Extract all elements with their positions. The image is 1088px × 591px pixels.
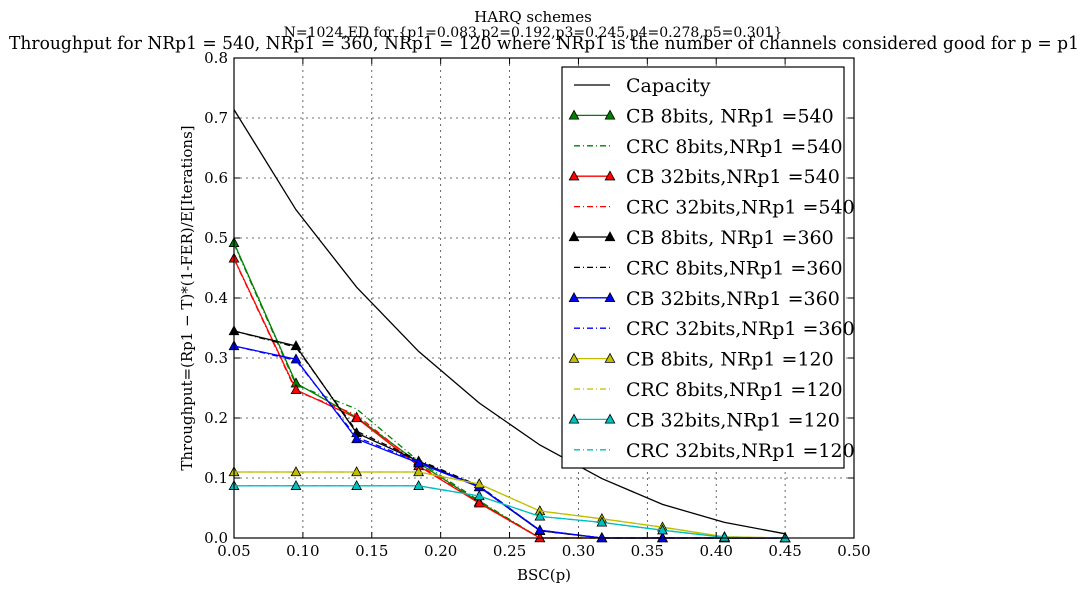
x-axis-label: BSC(p): [517, 566, 571, 584]
y-tick-label: 0.2: [204, 409, 228, 427]
series-2: [233, 243, 786, 539]
legend-marker: [604, 291, 616, 302]
legend-item: CRC 8bits,NRp1 =120: [574, 379, 843, 401]
legend-item: CRC 32bits,NRp1 =120: [574, 440, 855, 462]
legend-item: Capacity: [574, 75, 711, 97]
series-10: [234, 471, 786, 539]
data-point: [351, 412, 363, 423]
series-line: [234, 471, 786, 539]
legend-marker: [568, 291, 580, 302]
data-point: [290, 340, 302, 351]
x-tick-label: 0.30: [562, 542, 595, 560]
legend-label: Capacity: [626, 75, 711, 97]
x-tick-label: 0.45: [768, 542, 801, 560]
legend-label: CB 32bits,NRp1 =120: [626, 409, 840, 431]
legend-item: CRC 8bits,NRp1 =540: [574, 136, 843, 158]
legend-label: CRC 8bits,NRp1 =540: [626, 136, 843, 158]
legend-label: CB 8bits, NRp1 =360: [626, 227, 834, 249]
x-tick-label: 0.20: [424, 542, 457, 560]
x-tick-label: 0.35: [631, 542, 664, 560]
y-tick-label: 0.7: [204, 109, 228, 127]
series-line: [233, 243, 786, 539]
legend-item: CB 8bits, NRp1 =120: [568, 349, 834, 371]
series-0: [233, 109, 786, 535]
data-point: [290, 353, 302, 364]
legend-marker: [568, 109, 580, 120]
chart-subtitle: N=1024,ED for {p1=0.083,p2=0.192,p3=0.24…: [284, 25, 783, 41]
x-tick-label: 0.10: [286, 542, 319, 560]
data-point: [351, 433, 363, 444]
legend-label: CB 32bits,NRp1 =360: [626, 288, 840, 310]
x-tick-label: 0.05: [217, 542, 250, 560]
figure-title: HARQ schemes: [474, 8, 592, 26]
legend-item: CRC 32bits,NRp1 =360: [574, 318, 855, 340]
legend-marker: [604, 170, 616, 181]
data-point: [657, 532, 668, 543]
series-line: [234, 485, 786, 539]
series-line: [234, 471, 786, 539]
legend-item: CB 8bits, NRp1 =540: [568, 105, 834, 127]
legend-marker: [568, 352, 580, 363]
chart-title: Throughput for NRp1 = 540, NRp1 = 360, N…: [9, 33, 1079, 54]
legend: Capacity CB 8bits, NRp1 =540 CRC 8bits,NRp…: [561, 66, 855, 469]
legend-marker: [604, 109, 616, 120]
legend-label: CRC 32bits,NRp1 =540: [626, 197, 855, 219]
y-tick-label: 0.6: [204, 169, 228, 187]
y-tick-label: 0.4: [204, 289, 228, 307]
y-axis-label: Throughput=(Rp1 − T)*(1-FER)/E[Iteration…: [178, 125, 196, 470]
axis-ticks: 0.05 0.10 0.15 0.20 0.25 0.30 0.35 0.40 0.45 0.50…: [204, 49, 871, 560]
legend-label: CB 32bits,NRp1 =540: [626, 166, 840, 188]
legend-item: CB 32bits,NRp1 =120: [568, 409, 840, 431]
series-12: [234, 485, 786, 539]
x-tick-label: 0.25: [493, 542, 526, 560]
y-tick-label: 0.0: [204, 529, 228, 547]
legend-label: CRC 8bits,NRp1 =120: [626, 379, 843, 401]
x-tick-label: 0.40: [700, 542, 733, 560]
x-tick-label: 0.50: [837, 542, 870, 560]
y-tick-label: 0.5: [204, 229, 228, 247]
y-tick-label: 0.1: [204, 469, 228, 487]
data-point: [534, 510, 546, 521]
y-tick-label: 0.8: [204, 49, 228, 67]
legend-marker: [604, 352, 616, 363]
legend-marker: [568, 231, 580, 242]
legend-label: CB 8bits, NRp1 =120: [626, 349, 834, 371]
legend-marker: [568, 413, 580, 424]
legend-label: CRC 8bits,NRp1 =360: [626, 257, 843, 279]
y-tick-label: 0.3: [204, 349, 228, 367]
x-tick-label: 0.15: [355, 542, 388, 560]
legend-marker: [604, 231, 616, 242]
legend-marker: [568, 170, 580, 181]
legend-label: CB 8bits, NRp1 =540: [626, 105, 834, 127]
series-line: [234, 485, 786, 539]
legend-label: CRC 32bits,NRp1 =120: [626, 440, 855, 462]
legend-item: CRC 8bits,NRp1 =360: [574, 257, 843, 279]
legend-item: CB 8bits, NRp1 =360: [568, 227, 834, 249]
legend-label: CRC 32bits,NRp1 =360: [626, 318, 855, 340]
legend-marker: [604, 413, 616, 424]
legend-item: CRC 32bits,NRp1 =540: [574, 197, 855, 219]
legend-item: CB 32bits,NRp1 =540: [568, 166, 840, 188]
legend-item: CB 32bits,NRp1 =360: [568, 288, 840, 310]
series-line: [233, 109, 786, 535]
